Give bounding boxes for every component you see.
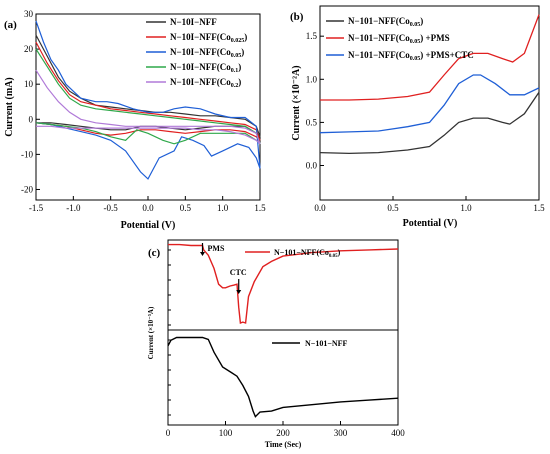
panel-b-legend: N−101−NFF(Co0.05) N−101−NFF(Co0.05) +PMS N… bbox=[326, 16, 474, 62]
x-tick-label: 400 bbox=[391, 428, 405, 438]
x-tick-label: 300 bbox=[334, 428, 348, 438]
panel-a-series-line-2 bbox=[35, 20, 261, 180]
annotation-ctc: CTC bbox=[230, 268, 247, 277]
panel-c-annotations: PMS CTC bbox=[200, 243, 247, 294]
y-tick-label: 10 bbox=[24, 79, 34, 89]
y-tick-label: 1.0 bbox=[306, 74, 318, 84]
x-tick-label: 0.5 bbox=[387, 203, 399, 213]
panel-c-xlabel: Time (Sec) bbox=[265, 440, 302, 449]
x-tick-label: 200 bbox=[276, 428, 290, 438]
panel-c-series-line-1 bbox=[167, 336, 399, 418]
panel-c-label: (c) bbox=[148, 247, 161, 259]
panel-a-legend-label: N−10I−NFF(Co0.05) bbox=[170, 47, 244, 59]
panel-a-ylabel: Current (mA) bbox=[4, 77, 15, 137]
panel-c-frame bbox=[167, 239, 399, 426]
panel-b-x-axis: 0.0 0.5 1.0 1.5 bbox=[314, 196, 545, 213]
panel-c-ylabel: Current (×10⁻⁵A) bbox=[147, 306, 155, 359]
panel-a-series-line-1 bbox=[35, 41, 261, 141]
y-tick-label: 0.5 bbox=[306, 117, 318, 127]
panel-b-legend-label: N−101−NFF(Co0.05) bbox=[348, 16, 423, 28]
panel-a-x-axis: -1.5 -1.0 -0.5 0.0 0.5 1.0 1.5 bbox=[29, 196, 266, 213]
y-tick-label: 1.5 bbox=[306, 31, 318, 41]
panel-a-series-line-0 bbox=[35, 34, 261, 138]
panel-a-label: (a) bbox=[4, 19, 17, 31]
panel-b-ylabel: Current (×10⁻²A) bbox=[291, 65, 302, 140]
x-tick-label: -1.5 bbox=[29, 203, 44, 213]
y-tick-label: 0.0 bbox=[306, 161, 318, 171]
panel-a-series-line-4 bbox=[35, 69, 261, 145]
panel-b: (b) 0.0 0.5 1.0 1.5 0.0 0.5 1.0 1.5 N−101−NFF(… bbox=[290, 5, 545, 229]
x-tick-label: 0.5 bbox=[180, 203, 192, 213]
panel-b-y-axis: 0.0 0.5 1.0 1.5 bbox=[306, 31, 324, 171]
x-tick-label: -0.5 bbox=[104, 203, 119, 213]
y-tick-label: 30 bbox=[24, 9, 34, 19]
panel-a-series bbox=[35, 20, 261, 180]
panel-c-x-axis: 0 100 200 300 400 bbox=[166, 249, 405, 438]
panel-b-series-line-2 bbox=[319, 74, 540, 134]
x-tick-label: 0.0 bbox=[314, 203, 326, 213]
panel-a-legend: N−10I−NFF N−10I−NFF(Co0.025) N−10I−NFF(Co0… bbox=[146, 17, 247, 89]
x-tick-label: 0.0 bbox=[142, 203, 154, 213]
x-tick-label: 1.0 bbox=[460, 203, 472, 213]
panel-a-legend-label: N−10I−NFF(Co0.025) bbox=[170, 32, 247, 44]
x-tick-label: 0 bbox=[166, 428, 171, 438]
panel-c-legend-label: N−101−NFF(Co0.05) bbox=[274, 248, 341, 259]
y-tick-label: 20 bbox=[24, 44, 34, 54]
panel-c-series bbox=[167, 243, 399, 418]
y-tick-label: -20 bbox=[21, 184, 33, 194]
panel-c: (c) 0 100 200 300 400 N−101−NFF(Co0.05)N−101… bbox=[147, 239, 405, 449]
panel-a-xlabel: Potential (V) bbox=[121, 220, 176, 231]
panel-b-series-line-1 bbox=[320, 14, 540, 101]
panel-a-legend-label: N−10I−NFF(Co0.2) bbox=[170, 77, 241, 89]
x-tick-label: 1.5 bbox=[254, 203, 266, 213]
panel-a-legend-label: N−10I−NFF bbox=[170, 17, 217, 27]
panel-b-series-line-0 bbox=[319, 91, 540, 155]
panel-c-legend: N−101−NFF(Co0.05) N−101−NFF bbox=[245, 248, 348, 348]
panel-c-legend-label: N−101−NFF bbox=[305, 339, 348, 348]
annotation-pms: PMS bbox=[208, 244, 225, 253]
y-tick-label: 0 bbox=[29, 114, 34, 124]
panel-a-legend-label: N−10I−NFF(Co0.1) bbox=[170, 62, 241, 74]
y-tick-label: -10 bbox=[21, 149, 33, 159]
x-tick-label: 1.0 bbox=[217, 203, 229, 213]
x-tick-label: 100 bbox=[219, 428, 233, 438]
panel-b-series bbox=[319, 14, 540, 155]
panel-b-legend-label: N−101−NFF(Co0.05) +PMS bbox=[348, 33, 450, 45]
panel-a: (a) -1.5 -1.0 -0.5 0.0 0.5 1.0 1.5 -20 -10 0 10 20… bbox=[4, 9, 266, 231]
panel-b-label: (b) bbox=[290, 11, 304, 23]
panel-b-xlabel: Potential (V) bbox=[403, 218, 458, 229]
x-tick-label: 1.5 bbox=[533, 203, 545, 213]
panel-b-legend-label: N−101−NFF(Co0.05) +PMS+CTC bbox=[348, 50, 474, 62]
annotation-pms-arrowhead bbox=[200, 252, 205, 256]
annotation-ctc-arrowhead bbox=[236, 290, 242, 294]
x-tick-label: -1.0 bbox=[66, 203, 81, 213]
panel-b-frame bbox=[319, 5, 540, 201]
